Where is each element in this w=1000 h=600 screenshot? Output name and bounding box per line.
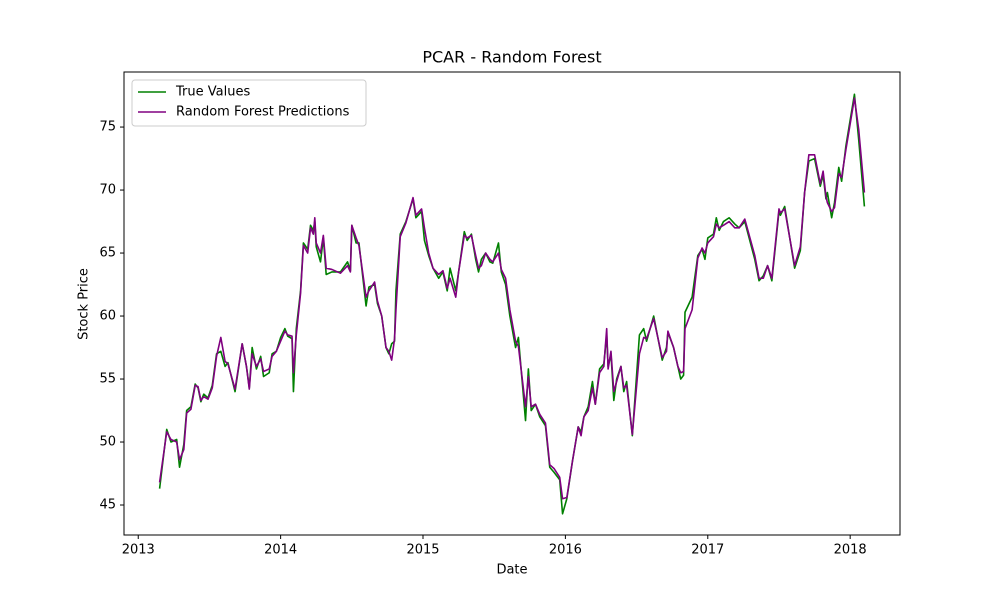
series-line xyxy=(158,97,866,500)
legend-label: Random Forest Predictions xyxy=(176,105,350,120)
chart-title: PCAR - Random Forest xyxy=(422,48,601,67)
y-tick-label: 75 xyxy=(99,120,116,135)
y-tick-label: 55 xyxy=(99,372,116,387)
x-tick-label: 2013 xyxy=(122,543,155,558)
legend-box xyxy=(131,79,367,127)
x-tick-label: 2015 xyxy=(406,543,439,558)
y-tick-label: 60 xyxy=(99,309,116,324)
x-tick-label: 2016 xyxy=(549,543,582,558)
plot-frame xyxy=(123,71,901,536)
y-tick-label: 70 xyxy=(99,183,116,198)
y-tick-label: 65 xyxy=(99,246,116,261)
x-tick-label: 2017 xyxy=(691,543,724,558)
y-tick-label: 50 xyxy=(99,435,116,450)
x-tick-label: 2014 xyxy=(264,543,297,558)
x-axis-label: Date xyxy=(496,563,527,578)
y-axis-label: Stock Price xyxy=(77,268,92,340)
legend-label: True Values xyxy=(175,85,250,100)
x-tick-label: 2018 xyxy=(834,543,867,558)
y-tick-label: 45 xyxy=(99,498,116,513)
